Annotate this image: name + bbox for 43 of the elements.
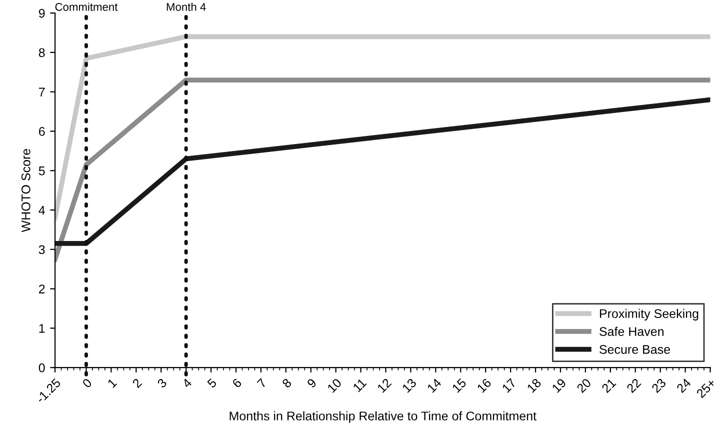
ref-line-label: Month 4 [166, 2, 206, 11]
x-tick-label: 25+ [696, 378, 716, 398]
y-axis-title: WHOTO Score [21, 148, 30, 232]
y-tick-label: 1 [39, 324, 45, 333]
y-tick-label: 0 [38, 363, 45, 372]
y-tick-label: 7 [38, 88, 45, 96]
x-tick-label: 11 [352, 378, 367, 392]
ref-line-label: Commitment [55, 2, 118, 11]
y-tick-label: 9 [38, 8, 45, 18]
x-axis-title: Months in Relationship Relative to Time of Commitment [230, 411, 536, 423]
x-tick-label: 3 [156, 378, 168, 388]
y-tick-label: 8 [38, 48, 45, 58]
x-tick-label: 1 [107, 378, 118, 388]
x-tick-label: 2 [132, 378, 142, 388]
x-tick-label: 24 [676, 378, 692, 394]
y-tick-label: 6 [38, 127, 45, 136]
y-tick-label: 5 [38, 166, 45, 176]
x-tick-label: 16 [476, 378, 492, 393]
x-tick-label: 10 [326, 378, 342, 393]
x-tick-label: 5 [206, 378, 218, 388]
x-tick-label: 8 [282, 378, 292, 388]
x-tick-label: 23 [651, 378, 666, 394]
x-tick-label: 9 [306, 378, 317, 388]
x-tick-label: 4 [182, 378, 192, 388]
x-tick-label: 22 [626, 378, 642, 394]
legend-label: Secure Base [600, 345, 670, 354]
legend-label: Proximity Seeking [600, 308, 698, 321]
legend-label: Safe Haven [600, 326, 664, 336]
x-tick-label: 17 [502, 378, 517, 393]
x-tick-label: 19 [552, 378, 567, 393]
y-tick-label: 3 [38, 245, 45, 254]
x-tick-label: 12 [376, 378, 392, 393]
x-tick-label: 20 [576, 378, 592, 394]
x-tick-label: 15 [452, 378, 467, 393]
y-tick-label: 4 [38, 206, 45, 215]
x-tick-label: 21 [601, 378, 616, 394]
x-tick-label: 13 [402, 378, 417, 393]
x-tick-label: 14 [426, 378, 442, 393]
x-tick-label: 7 [256, 378, 267, 388]
x-tick-label: 0 [82, 378, 92, 388]
y-tick-label: 2 [38, 284, 45, 294]
x-tick-label: 6 [232, 378, 242, 388]
x-tick-label: 18 [526, 378, 542, 393]
